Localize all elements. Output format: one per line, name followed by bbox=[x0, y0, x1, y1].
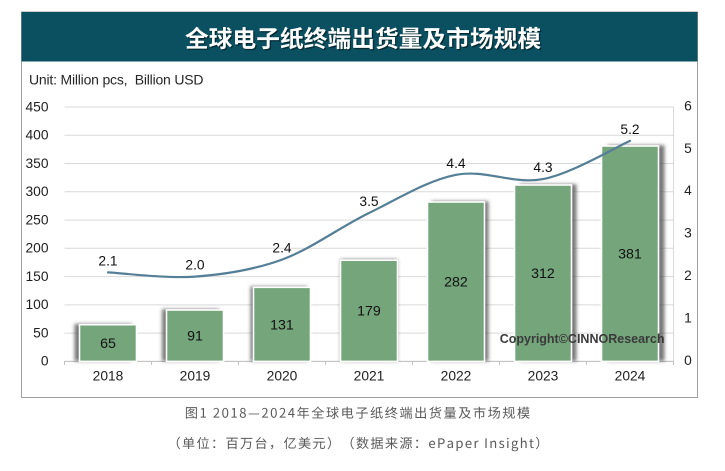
svg-text:312: 312 bbox=[531, 266, 555, 282]
svg-text:Copyright©CINNOResearch: Copyright©CINNOResearch bbox=[500, 332, 665, 346]
svg-text:1: 1 bbox=[684, 310, 692, 325]
svg-text:6: 6 bbox=[684, 98, 692, 113]
svg-text:2019: 2019 bbox=[180, 369, 211, 384]
svg-text:2.4: 2.4 bbox=[272, 241, 292, 256]
svg-text:0: 0 bbox=[41, 354, 49, 369]
svg-text:450: 450 bbox=[25, 99, 48, 114]
svg-text:2.0: 2.0 bbox=[185, 258, 205, 273]
svg-text:2.1: 2.1 bbox=[98, 254, 117, 269]
svg-text:2020: 2020 bbox=[267, 369, 298, 384]
svg-text:65: 65 bbox=[100, 336, 116, 352]
svg-text:2022: 2022 bbox=[441, 369, 472, 384]
svg-text:2: 2 bbox=[684, 268, 692, 283]
svg-text:3: 3 bbox=[684, 226, 692, 241]
svg-text:4.3: 4.3 bbox=[533, 160, 553, 175]
svg-text:2023: 2023 bbox=[528, 369, 559, 384]
svg-text:179: 179 bbox=[357, 304, 381, 320]
svg-text:350: 350 bbox=[25, 156, 48, 171]
svg-text:381: 381 bbox=[618, 247, 642, 263]
svg-text:Unit: Million pcs, Billion US: Unit: Million pcs, Billion USD bbox=[29, 72, 203, 88]
svg-text:100: 100 bbox=[25, 297, 48, 312]
svg-text:5: 5 bbox=[684, 141, 692, 156]
svg-text:91: 91 bbox=[187, 329, 203, 345]
svg-text:150: 150 bbox=[25, 269, 48, 284]
svg-text:50: 50 bbox=[33, 325, 49, 340]
svg-text:131: 131 bbox=[270, 317, 294, 333]
svg-text:4.4: 4.4 bbox=[446, 156, 466, 171]
svg-text:3.5: 3.5 bbox=[359, 194, 379, 209]
svg-text:5.2: 5.2 bbox=[620, 122, 639, 137]
svg-text:300: 300 bbox=[25, 184, 48, 199]
svg-text:4: 4 bbox=[684, 183, 692, 198]
svg-text:2024: 2024 bbox=[615, 369, 646, 384]
svg-text:400: 400 bbox=[25, 128, 48, 143]
svg-text:0: 0 bbox=[684, 353, 692, 368]
svg-text:200: 200 bbox=[25, 241, 48, 256]
svg-text:250: 250 bbox=[25, 212, 48, 227]
svg-text:282: 282 bbox=[444, 275, 468, 291]
svg-text:2021: 2021 bbox=[354, 369, 385, 384]
svg-text:2018: 2018 bbox=[93, 369, 124, 384]
